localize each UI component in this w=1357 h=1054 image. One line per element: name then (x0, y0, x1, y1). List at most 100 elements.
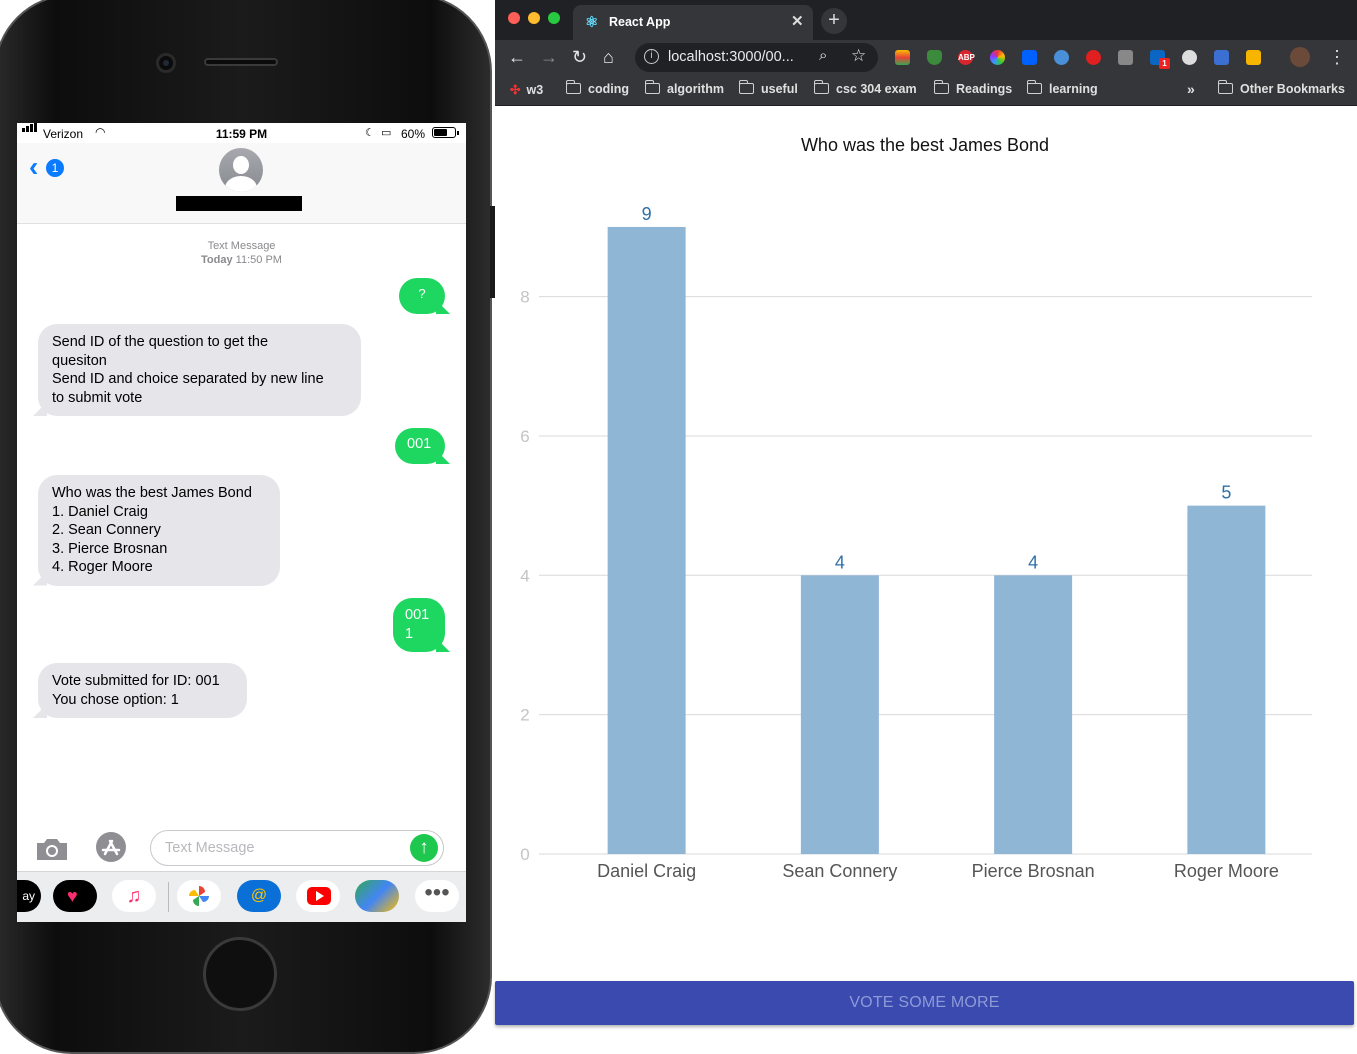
received-message[interactable]: Send ID of the question to get the quesi… (38, 324, 361, 416)
bar (994, 575, 1073, 854)
camera-icon[interactable] (34, 836, 70, 862)
bar-value-label: 9 (642, 204, 652, 224)
bookmark-folder-readings[interactable]: Readings (933, 80, 1012, 96)
bookmark-label: w3 (526, 83, 544, 97)
earpiece-speaker (204, 58, 278, 66)
youtube-icon (307, 887, 331, 905)
home-icon[interactable]: ⌂ (603, 47, 614, 67)
tab-title: React App (609, 15, 671, 29)
react-icon: ⚛ (585, 14, 599, 31)
bookmark-star-icon[interactable]: ☆ (851, 46, 867, 65)
back-button[interactable]: ‹ 1 (29, 153, 69, 181)
linkedin-badge: 1 (1159, 58, 1170, 69)
chart-title: Who was the best James Bond (801, 135, 1049, 155)
extension-download-icon[interactable] (895, 50, 910, 65)
bar-value-label: 5 (1221, 483, 1231, 503)
extension-shield-icon[interactable] (927, 50, 942, 65)
extension-book-icon[interactable] (1214, 50, 1229, 65)
bar (800, 575, 879, 854)
sent-message[interactable]: 001 1 (393, 598, 445, 652)
extension-lock-icon[interactable] (1246, 50, 1261, 65)
vote-some-more-button[interactable]: VOTE SOME MORE (495, 981, 1354, 1025)
received-message[interactable]: Who was the best James Bond 1. Daniel Cr… (38, 475, 280, 586)
window-minimize-button[interactable] (528, 12, 540, 24)
bar (1187, 505, 1266, 854)
wifi-icon: ◠ (95, 125, 106, 139)
folder-icon (565, 80, 581, 94)
thread-day: Today (201, 254, 233, 266)
bookmark-folder-csc-304-exam[interactable]: csc 304 exam (813, 80, 917, 96)
profile-avatar[interactable] (1290, 47, 1310, 67)
send-button[interactable]: ↑ (410, 834, 438, 862)
google-photos-app[interactable] (177, 880, 221, 912)
compose-bar: Text Message ↑ (17, 821, 466, 869)
extension-color-wheel-icon[interactable] (990, 50, 1005, 65)
bookmark-folder-useful[interactable]: useful (738, 80, 798, 96)
at-lock-icon: @ (250, 887, 268, 904)
contact-avatar[interactable] (219, 148, 263, 192)
bookmark-label: csc 304 exam (836, 82, 917, 96)
url-text: localhost:3000/00... (668, 49, 794, 65)
sent-message[interactable]: ? (399, 278, 445, 314)
divider (168, 882, 169, 912)
home-button[interactable] (203, 937, 277, 1011)
back-arrow-icon[interactable]: ← (508, 47, 526, 67)
adblock-plus-icon[interactable]: ABP (958, 50, 975, 65)
app-store-icon[interactable] (92, 831, 130, 863)
heart-icon: ♥ (67, 886, 78, 906)
extension-grey-circle-icon[interactable] (1182, 50, 1197, 65)
window-close-button[interactable] (508, 12, 520, 24)
digital-touch-app[interactable]: ♥ (53, 880, 97, 912)
dropbox-icon[interactable] (1022, 50, 1037, 65)
site-info-icon[interactable]: i (644, 49, 659, 64)
extension-stop-icon[interactable] (1086, 50, 1101, 65)
conversation-header: ‹ 1 (17, 143, 466, 224)
message-input[interactable]: Text Message (150, 830, 444, 866)
more-apps-button[interactable]: ••• (415, 880, 459, 912)
kebab-menu-icon[interactable]: ⋮ (1328, 47, 1346, 67)
battery-percent: 60% (401, 127, 426, 141)
close-icon[interactable]: ✕ (791, 13, 804, 30)
imessage-app-drawer: ay ♥ ♫ @ ••• (17, 871, 466, 922)
bookmark-folder-other[interactable]: Other Bookmarks (1217, 80, 1345, 96)
extension-circle-icon[interactable] (1054, 50, 1069, 65)
google-maps-app[interactable] (355, 880, 399, 912)
window-maximize-button[interactable] (548, 12, 560, 24)
new-tab-button[interactable]: + (821, 8, 847, 34)
bookmarks-bar: ✣ w3 coding algorithm useful csc 304 exam… (495, 75, 1357, 106)
contact-name-redacted[interactable] (176, 196, 302, 211)
sent-message[interactable]: 001 (395, 428, 445, 464)
received-message[interactable]: Vote submitted for ID: 001 You chose opt… (38, 663, 247, 718)
address-bar[interactable]: i localhost:3000/00... ⌕ ☆ (635, 43, 878, 72)
music-app[interactable]: ♫ (112, 880, 156, 912)
forward-arrow-icon[interactable]: → (540, 47, 558, 67)
browser-toolbar: ← → ↻ ⌂ i localhost:3000/00... ⌕ ☆ ABP 1… (495, 40, 1357, 75)
screen-mirroring-icon: ▭ (381, 127, 392, 139)
reload-icon[interactable]: ↻ (572, 47, 588, 67)
apple-pay-app[interactable]: ay (17, 880, 41, 912)
extension-puzzle-icon[interactable] (1118, 50, 1133, 65)
tab-strip: ⚛ React App ✕ + (495, 0, 1357, 40)
bookmark-label: learning (1049, 82, 1098, 96)
bookmark-label: coding (588, 82, 629, 96)
linkedin-icon[interactable]: 1 (1150, 50, 1170, 69)
thread-timestamp: Text Message Today 11:50 PM (17, 239, 466, 267)
y-tick-label: 8 (520, 288, 529, 307)
bookmark-folder-algorithm[interactable]: algorithm (644, 80, 724, 96)
bookmark-label: useful (761, 82, 798, 96)
x-tick-label: Daniel Craig (597, 861, 696, 881)
folder-icon (933, 80, 949, 94)
bookmark-folder-learning[interactable]: learning (1026, 80, 1098, 96)
youtube-app[interactable] (296, 880, 340, 912)
secure-mail-app[interactable]: @ (237, 880, 281, 912)
bookmark-w3[interactable]: ✣ w3 (510, 82, 543, 97)
react-app-page: Who was the best James Bond 0 2 4 6 8 9 Danie… (495, 106, 1357, 1041)
y-tick-label: 2 (520, 706, 529, 725)
bar-value-label: 4 (1028, 552, 1038, 572)
arrow-up-icon: ↑ (419, 837, 429, 858)
zoom-icon[interactable]: ⌕ (819, 47, 828, 64)
thread-service: Text Message (207, 240, 276, 252)
bookmark-folder-coding[interactable]: coding (565, 80, 629, 96)
tab-react-app[interactable]: ⚛ React App ✕ (573, 5, 813, 40)
bookmarks-overflow-button[interactable]: » (1187, 81, 1195, 97)
